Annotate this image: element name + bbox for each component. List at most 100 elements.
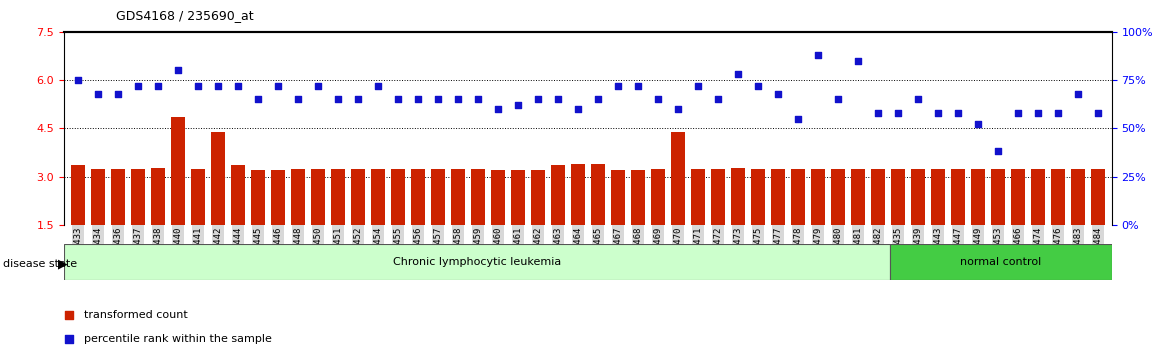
Bar: [191, 170, 205, 225]
Point: [709, 97, 727, 102]
Text: Chronic lymphocytic leukemia: Chronic lymphocytic leukemia: [393, 257, 560, 267]
Point: [249, 97, 267, 102]
Bar: [571, 164, 585, 225]
Point: [769, 91, 787, 96]
Bar: [111, 170, 125, 225]
Bar: [1031, 170, 1045, 225]
Text: ▶: ▶: [58, 257, 67, 270]
Text: transformed count: transformed count: [83, 310, 188, 320]
Bar: [331, 170, 345, 225]
Bar: [991, 170, 1005, 225]
Bar: [871, 170, 885, 225]
Bar: [851, 170, 865, 225]
Bar: [591, 164, 604, 225]
Bar: [731, 167, 745, 225]
Bar: [371, 170, 384, 225]
Bar: [551, 165, 565, 225]
Point: [1089, 110, 1107, 116]
Point: [349, 97, 367, 102]
Point: [888, 110, 907, 116]
Bar: [651, 170, 665, 225]
Bar: [470, 170, 485, 225]
Point: [748, 83, 767, 89]
Point: [469, 97, 488, 102]
Point: [528, 97, 547, 102]
Point: [808, 52, 827, 58]
Point: [828, 97, 846, 102]
Bar: [530, 170, 544, 225]
Bar: [690, 170, 705, 225]
Bar: [271, 170, 285, 225]
Bar: [64, 244, 891, 280]
Bar: [750, 170, 764, 225]
Bar: [90, 170, 104, 225]
Bar: [830, 170, 844, 225]
Bar: [71, 165, 85, 225]
Point: [409, 97, 427, 102]
Point: [849, 58, 867, 64]
Point: [228, 83, 247, 89]
Point: [728, 72, 747, 77]
Point: [1009, 110, 1027, 116]
Bar: [910, 170, 925, 225]
Text: disease state: disease state: [3, 259, 78, 269]
Bar: [1071, 170, 1085, 225]
Bar: [631, 170, 645, 225]
Point: [489, 106, 507, 112]
Point: [989, 149, 1007, 154]
Point: [868, 110, 887, 116]
Bar: [511, 170, 525, 225]
Bar: [791, 170, 805, 225]
Point: [648, 97, 667, 102]
Point: [608, 83, 626, 89]
Point: [109, 91, 127, 96]
Bar: [291, 170, 305, 225]
Bar: [951, 170, 965, 225]
Text: GDS4168 / 235690_at: GDS4168 / 235690_at: [116, 9, 254, 22]
Bar: [450, 170, 464, 225]
Point: [396, 184, 415, 190]
Bar: [131, 170, 145, 225]
Point: [68, 77, 87, 83]
Text: normal control: normal control: [960, 257, 1041, 267]
Point: [388, 97, 406, 102]
Bar: [610, 170, 624, 225]
Point: [88, 91, 107, 96]
Point: [908, 97, 926, 102]
Point: [148, 83, 167, 89]
Point: [189, 83, 207, 89]
Point: [508, 102, 527, 108]
Point: [1028, 110, 1047, 116]
Point: [1048, 110, 1067, 116]
Bar: [931, 170, 945, 225]
Point: [948, 110, 967, 116]
Bar: [411, 170, 425, 225]
Bar: [1011, 170, 1025, 225]
Bar: [491, 170, 505, 225]
Point: [569, 106, 587, 112]
Point: [208, 83, 227, 89]
Bar: [1091, 170, 1105, 225]
Point: [929, 110, 947, 116]
Bar: [230, 165, 244, 225]
Bar: [771, 170, 785, 225]
Bar: [711, 170, 725, 225]
Point: [448, 97, 467, 102]
Bar: [891, 244, 1112, 280]
Point: [368, 83, 387, 89]
Point: [549, 97, 567, 102]
Point: [668, 106, 687, 112]
Bar: [211, 132, 225, 225]
Point: [329, 97, 347, 102]
Bar: [970, 170, 984, 225]
Bar: [670, 132, 684, 225]
Bar: [390, 170, 404, 225]
Point: [168, 68, 186, 73]
Bar: [891, 170, 904, 225]
Point: [588, 97, 607, 102]
Bar: [351, 170, 365, 225]
Point: [428, 97, 447, 102]
Point: [629, 83, 647, 89]
Bar: [811, 170, 824, 225]
Bar: [151, 167, 164, 225]
